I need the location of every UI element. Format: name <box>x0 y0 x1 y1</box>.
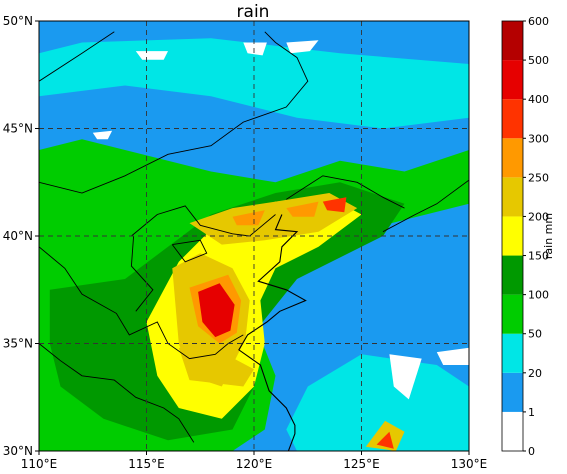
dry-patch <box>436 347 469 365</box>
latitude-ticks: 30°N 35°N 40°N 45°N 50°N <box>3 14 39 458</box>
lat-tick-label: 45°N <box>3 122 33 136</box>
colorbar-level-label: 50 <box>528 328 542 341</box>
province-border <box>39 31 115 82</box>
colorbar-level-label: 1 <box>528 406 535 419</box>
rain-region-red-core <box>198 283 235 338</box>
colorbar-level-label: 20 <box>528 367 542 380</box>
colorbar-level-label: 150 <box>528 250 549 263</box>
colorbar-swatch <box>502 138 523 178</box>
colorbar-level-label: 0 <box>528 445 535 458</box>
map-title: rain <box>237 2 270 22</box>
colorbar-swatch <box>502 294 523 334</box>
province-border <box>171 239 208 263</box>
rain-region-orange-north-e <box>286 201 319 217</box>
colorbar-swatch <box>502 177 523 217</box>
colorbar-level-label: 400 <box>528 93 549 106</box>
province-border <box>382 179 469 233</box>
colorbar-swatch <box>502 60 523 100</box>
colorbar-swatch <box>502 255 523 295</box>
lon-tick-label: 120°E <box>236 457 273 471</box>
colorbar-level-label: 600 <box>528 15 549 28</box>
lat-tick-label: 40°N <box>3 229 33 243</box>
rain-region-korea-blob <box>365 420 405 451</box>
lon-tick-label: 130°E <box>451 457 488 471</box>
border-layer <box>39 31 469 451</box>
rain-region-sea-cyan <box>286 354 469 451</box>
province-border <box>39 343 195 443</box>
colorbar: 0 1 20 50 100 150 200 250 300 400 500 600 <box>501 15 549 458</box>
lon-tick-label: 125°E <box>343 457 380 471</box>
lat-tick-label: 35°N <box>3 337 33 351</box>
colorbar-level-label: 500 <box>528 54 549 67</box>
colorbar-swatch <box>502 333 523 373</box>
colorbar-level-label: 300 <box>528 132 549 145</box>
rain-region-red-north <box>322 197 347 213</box>
colorbar-swatch <box>502 99 523 139</box>
dry-patch-layer <box>92 40 469 400</box>
colorbar-label: rain mm <box>542 213 555 259</box>
province-border <box>286 175 405 209</box>
lon-tick-label: 110°E <box>21 457 58 471</box>
colorbar-swatch <box>502 411 523 451</box>
colorbar-swatch <box>502 21 523 61</box>
rain-region-korea-blob-red <box>376 431 394 449</box>
lon-tick-label: 115°E <box>128 457 165 471</box>
longitude-ticks: 110°E 115°E 120°E 125°E 130°E <box>21 451 488 471</box>
colorbar-level-label: 200 <box>528 210 549 223</box>
rain-region-orange-north-w <box>232 210 265 226</box>
province-border <box>130 235 154 312</box>
lat-tick-label: 30°N <box>3 444 33 458</box>
dry-patch <box>389 354 422 400</box>
lat-tick-label: 50°N <box>3 14 33 28</box>
colorbar-level-label: 250 <box>528 171 549 184</box>
coastline <box>238 214 307 451</box>
dry-patch <box>92 130 113 140</box>
colorbar-swatch <box>502 372 523 412</box>
dry-patch <box>243 42 267 56</box>
dry-patch <box>135 51 168 60</box>
dry-patch <box>286 40 319 54</box>
rain-map-area <box>39 21 469 451</box>
province-border <box>39 31 309 194</box>
colorbar-swatch <box>502 216 523 256</box>
province-border <box>39 246 244 360</box>
colorbar-level-label: 100 <box>528 289 549 302</box>
colorbar-frame <box>501 20 524 452</box>
